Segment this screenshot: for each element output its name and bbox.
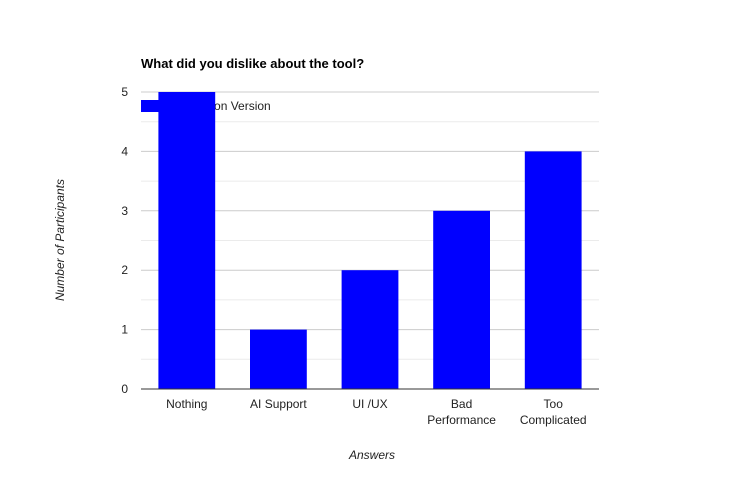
y-tick-label: 3 xyxy=(121,204,128,218)
y-tick-label: 4 xyxy=(121,144,128,158)
bars xyxy=(158,92,582,389)
y-axis-title: Number of Participants xyxy=(53,179,67,301)
x-tick-label: Nothing xyxy=(166,397,207,411)
bar xyxy=(158,92,216,389)
y-tick-label: 5 xyxy=(121,85,128,99)
x-axis-ticks: Nothing AI Support UI /UX Bad Performance Too… xyxy=(166,397,586,427)
y-tick-label: 0 xyxy=(121,382,128,396)
x-tick-label: UI /UX xyxy=(352,397,387,411)
bar xyxy=(341,270,399,389)
y-axis-ticks: 0 1 2 3 4 5 xyxy=(121,85,128,396)
bar xyxy=(250,329,307,389)
x-tick-label: AI Support xyxy=(250,397,307,411)
y-tick-label: 1 xyxy=(121,323,128,337)
y-tick-label: 2 xyxy=(121,263,128,277)
x-axis-title: Answers xyxy=(348,448,395,462)
bar xyxy=(524,151,582,389)
x-tick-label: Bad Performance xyxy=(427,397,496,427)
bar xyxy=(433,210,490,389)
chart-title: What did you dislike about the tool? xyxy=(141,56,364,71)
x-tick-label: Too Complicated xyxy=(520,397,587,427)
